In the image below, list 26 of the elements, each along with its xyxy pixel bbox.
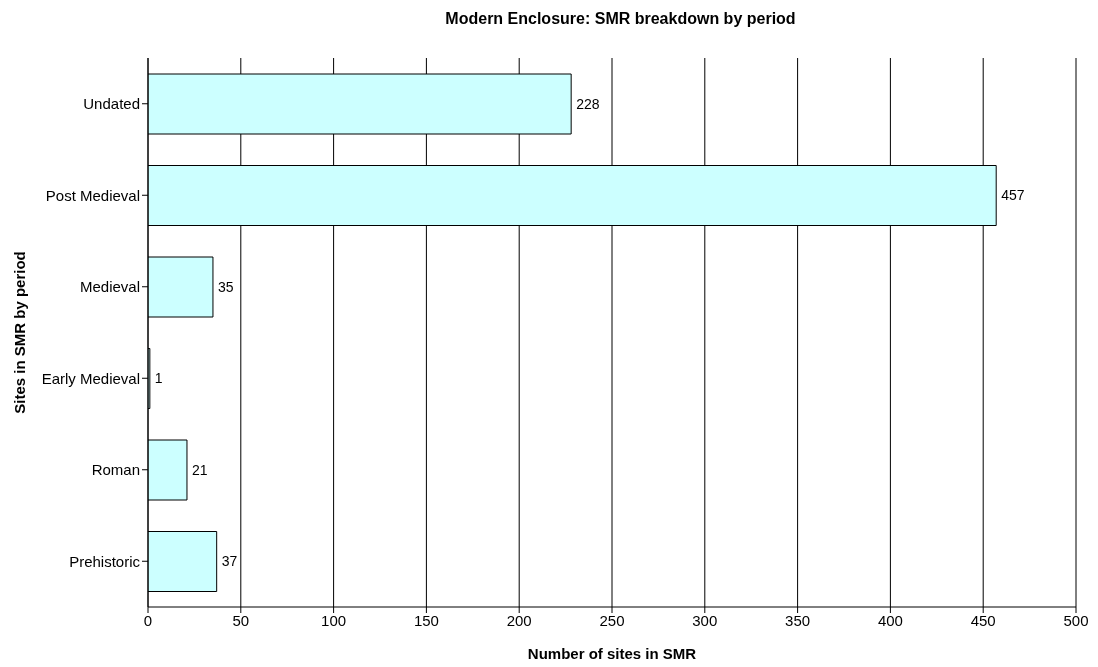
data-label: 21 [191,461,208,478]
data-label: 228 [576,95,600,112]
x-tick-label: 350 [785,611,811,629]
x-tick-label: 100 [321,611,347,629]
data-label: 37 [221,553,238,570]
y-tick-label: Medieval [79,278,140,296]
x-tick-label: 150 [413,611,439,629]
data-label: 457 [1001,187,1025,204]
x-tick-label: 500 [1063,611,1089,629]
x-tick-label: 200 [506,611,532,629]
x-tick-label: 0 [143,611,153,629]
x-tick-label: 300 [692,611,718,629]
y-tick-label: Early Medieval [41,369,140,387]
y-tick-label: Roman [91,461,140,479]
x-tick-label: 450 [970,611,996,629]
x-tick-label: 50 [232,611,250,629]
y-tick-label: Post Medieval [45,186,140,204]
data-label: 35 [217,278,234,295]
x-tick-label: 250 [599,611,625,629]
y-axis-title: Sites in SMR by period [11,251,29,414]
x-tick-label: 400 [877,611,903,629]
x-axis-title: Number of sites in SMR [527,645,697,662]
chart-title: Modern Enclosure: SMR breakdown by period [444,10,797,28]
data-label: 1 [154,370,163,387]
y-tick-label: Undated [83,95,140,113]
y-tick-label: Prehistoric [69,552,141,570]
